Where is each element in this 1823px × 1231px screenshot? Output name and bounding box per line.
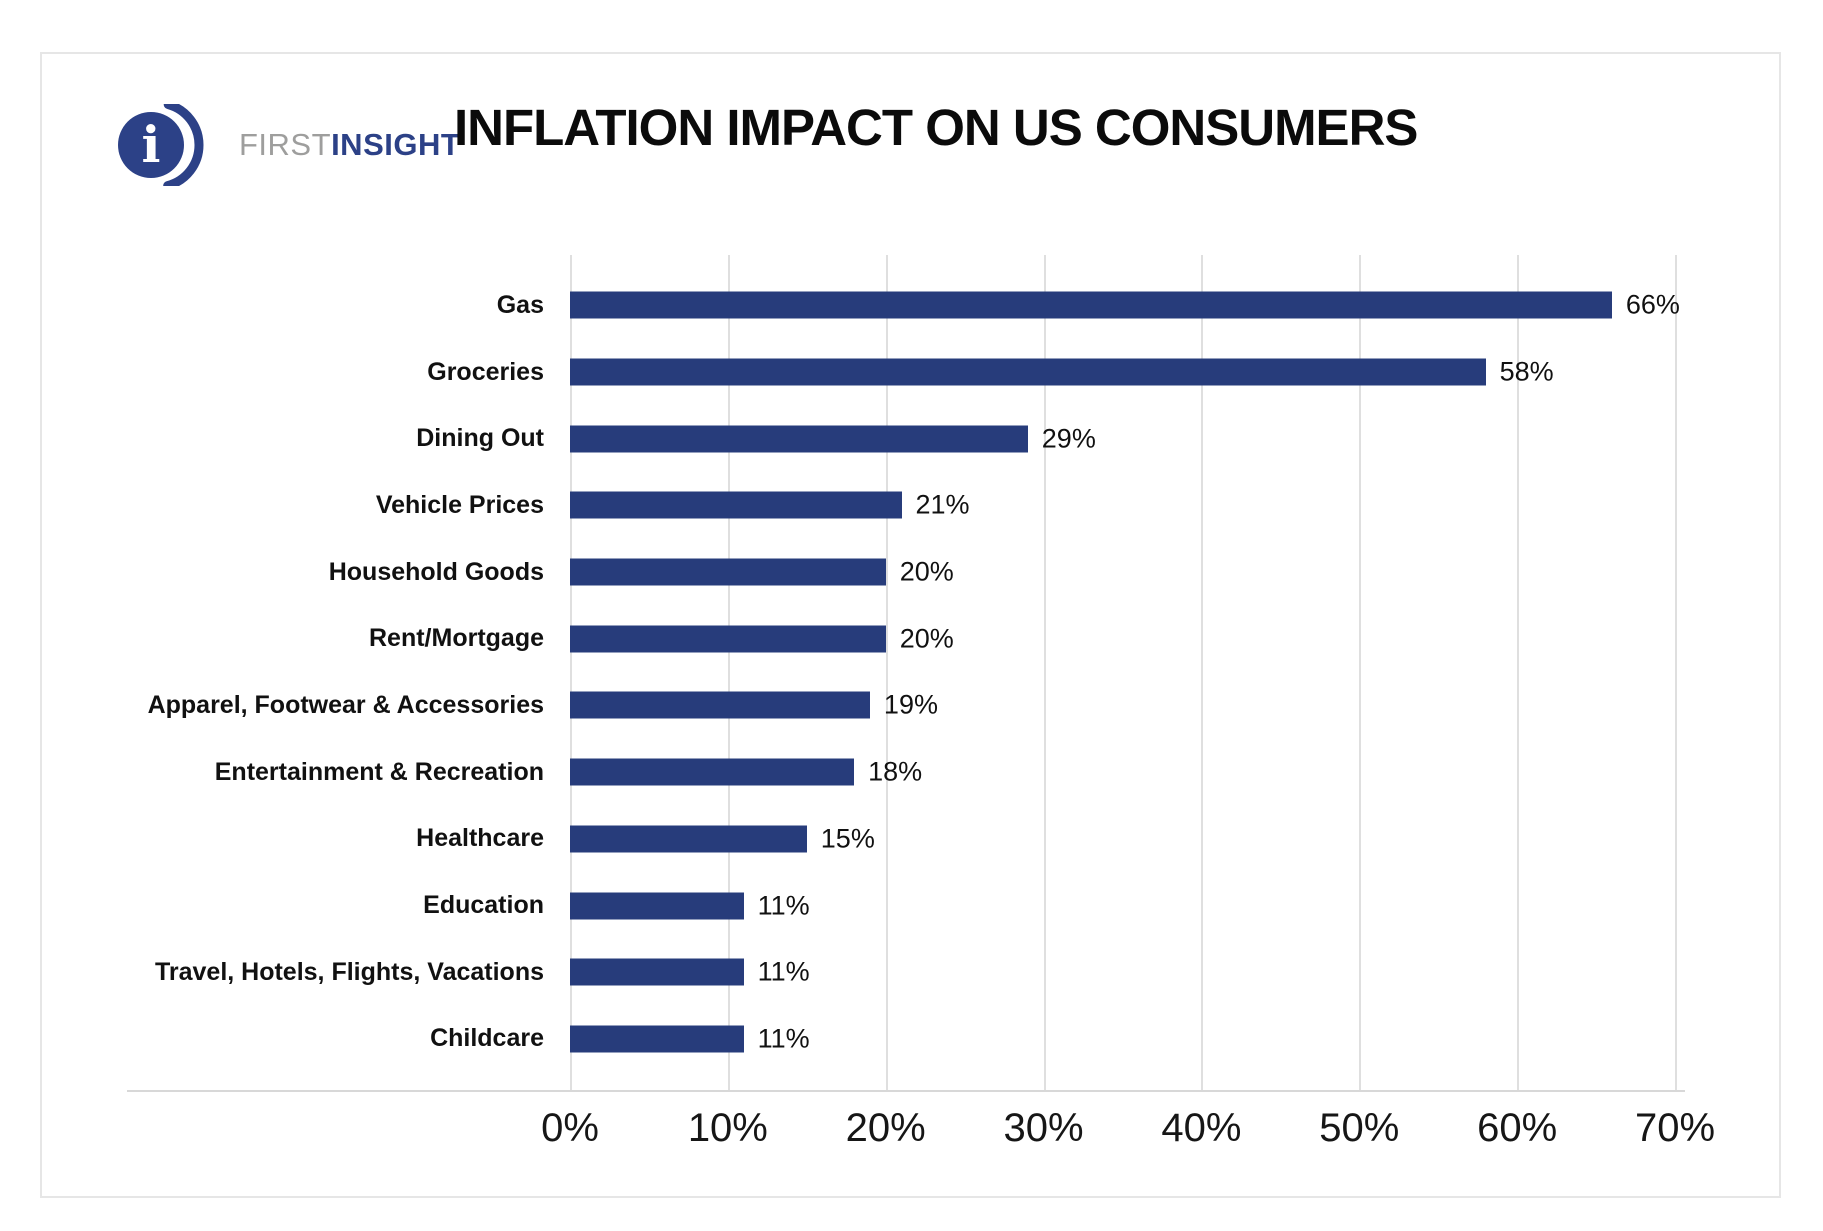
gridline	[1043, 255, 1046, 1090]
firstinsight-logo: i FIRSTINSIGHT	[117, 104, 460, 186]
bar	[570, 825, 807, 853]
category-label: Vehicle Prices	[375, 490, 544, 519]
logo-wordmark: FIRSTINSIGHT	[239, 127, 460, 163]
bar-row: Dining Out 29%	[42, 405, 1783, 472]
x-axis-tick-label: 0%	[541, 1106, 599, 1150]
category-label: Entertainment & Recreation	[214, 757, 544, 786]
value-label: 18%	[868, 756, 923, 787]
bar-row: Childcare 11%	[42, 1006, 1783, 1073]
x-axis-tick-label: 50%	[1319, 1106, 1400, 1150]
bar	[570, 758, 855, 786]
x-axis-tick-label: 20%	[845, 1106, 926, 1150]
value-label: 58%	[1499, 356, 1554, 387]
category-label: Apparel, Footwear & Accessories	[147, 690, 544, 719]
gridline	[1517, 255, 1520, 1090]
value-label: 66%	[1625, 289, 1680, 320]
value-label: 21%	[915, 489, 970, 520]
category-label: Childcare	[430, 1024, 544, 1053]
category-label: Dining Out	[416, 424, 544, 453]
x-axis-ticks: 0% 10% 20% 30% 40% 50% 60% 70%	[42, 1106, 1783, 1156]
x-axis-tick-label: 70%	[1634, 1106, 1716, 1150]
x-axis-tick-label: 10%	[687, 1106, 768, 1150]
x-axis-tick-label: 60%	[1477, 1106, 1558, 1150]
value-label: 15%	[820, 823, 875, 854]
bar	[570, 558, 886, 586]
bar	[570, 291, 1612, 319]
bar	[570, 358, 1486, 386]
gridline	[1201, 255, 1204, 1090]
firstinsight-logo-icon: i	[117, 104, 204, 186]
gridline	[885, 255, 888, 1090]
bar-row: Education 11%	[42, 872, 1783, 939]
bar-row: Groceries 58%	[42, 339, 1783, 406]
x-axis-tick-label: 30%	[1003, 1106, 1084, 1150]
value-label: 19%	[883, 689, 938, 720]
category-label: Groceries	[427, 357, 544, 386]
bars-container: Gas 66% Groceries 58% Dining Out 29% Vehicle P…	[42, 272, 1783, 1072]
gridline	[1675, 255, 1677, 1090]
category-label: Healthcare	[416, 824, 544, 853]
bar-row: Gas 66%	[42, 272, 1783, 339]
category-label: Gas	[496, 290, 544, 319]
plot-area	[570, 255, 1677, 1090]
chart-card: i FIRSTINSIGHT INFLATION IMPACT ON US CO…	[40, 52, 1781, 1198]
bar-row: Travel, Hotels, Flights, Vacations 11%	[42, 939, 1783, 1006]
category-label: Rent/Mortgage	[369, 624, 544, 653]
gridline	[570, 255, 572, 1090]
value-label: 11%	[757, 956, 810, 987]
value-label: 20%	[899, 623, 954, 654]
bar-row: Healthcare 15%	[42, 806, 1783, 873]
chart-title: INFLATION IMPACT ON US CONSUMERS	[454, 99, 1418, 156]
bar	[570, 892, 744, 920]
gridline	[1359, 255, 1362, 1090]
bar-row: Rent/Mortgage 20%	[42, 605, 1783, 672]
bar	[570, 691, 870, 719]
value-label: 11%	[757, 890, 810, 921]
bar	[570, 958, 744, 986]
x-axis-line	[127, 1090, 1685, 1092]
category-label: Travel, Hotels, Flights, Vacations	[154, 957, 544, 986]
x-axis-tick-label: 40%	[1161, 1106, 1242, 1150]
logo-word-first: FIRST	[239, 127, 332, 162]
bar-row: Apparel, Footwear & Accessories 19%	[42, 672, 1783, 739]
bar-row: Vehicle Prices 21%	[42, 472, 1783, 539]
bar	[570, 425, 1028, 453]
bar-row: Household Goods 20%	[42, 539, 1783, 606]
bar	[570, 1025, 744, 1053]
bar-row: Entertainment & Recreation 18%	[42, 739, 1783, 806]
gridline	[727, 255, 730, 1090]
logo-word-insight: INSIGHT	[331, 127, 461, 162]
value-label: 29%	[1041, 423, 1096, 454]
value-label: 11%	[757, 1023, 810, 1054]
category-label: Education	[423, 891, 544, 920]
logo-i-glyph: i	[142, 115, 161, 174]
bar	[570, 625, 886, 653]
category-label: Household Goods	[328, 557, 544, 586]
bar	[570, 491, 902, 519]
value-label: 20%	[899, 556, 954, 587]
